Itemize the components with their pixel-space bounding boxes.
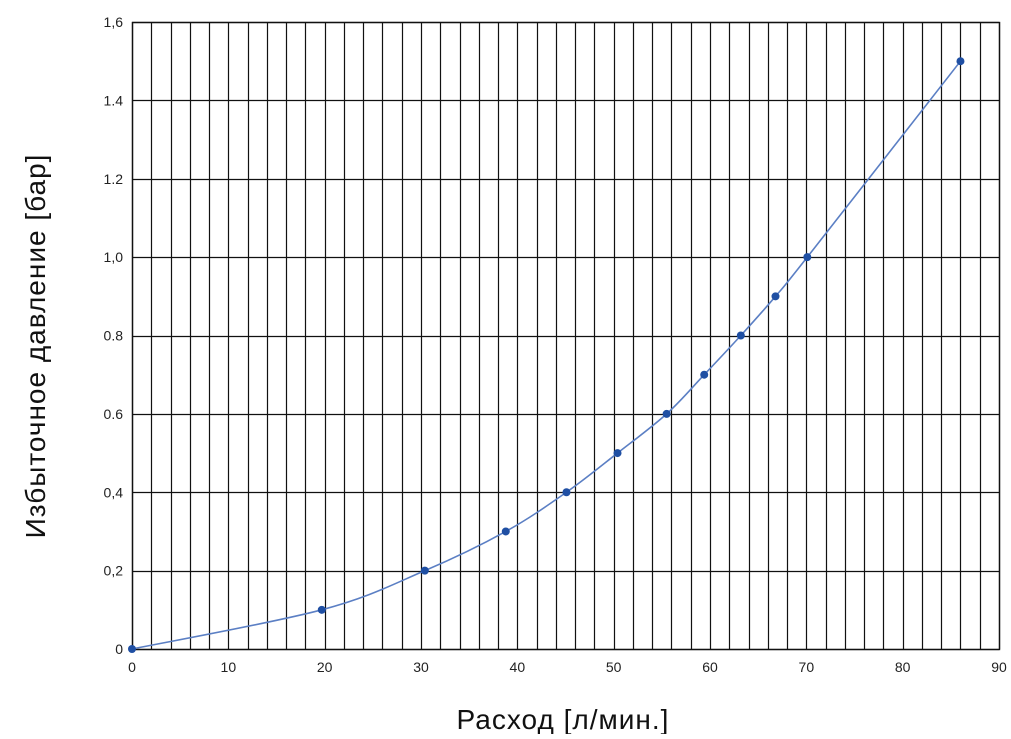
data-point — [317, 605, 326, 614]
data-point — [736, 331, 745, 340]
x-axis-title: Расход [л/мин.] — [457, 704, 670, 734]
y-tick-label: 1,0 — [104, 249, 124, 265]
x-tick-labels: 0 10 20 30 40 50 60 70 80 90 — [128, 659, 1007, 675]
data-point — [803, 253, 812, 262]
y-tick-label: 0 — [115, 641, 123, 657]
y-tick-label: 1.2 — [104, 171, 124, 187]
data-point — [700, 370, 709, 379]
x-tick-label: 0 — [128, 659, 136, 675]
plot-frame — [131, 21, 1001, 651]
y-tick-label: 0.6 — [104, 406, 124, 422]
y-tick-label: 0,2 — [104, 563, 124, 579]
y-tick-label: 0,4 — [104, 484, 124, 500]
x-tick-label: 20 — [317, 659, 333, 675]
data-point — [420, 566, 429, 575]
x-tick-label: 90 — [991, 659, 1007, 675]
y-axis-title: Избыточное давление [бар] — [20, 154, 51, 539]
x-tick-label: 60 — [702, 659, 718, 675]
x-tick-label: 80 — [895, 659, 911, 675]
y-tick-labels: 0 0,2 0,4 0.6 0.8 1,0 1.2 1.4 1,6 — [104, 14, 124, 657]
x-tick-label: 40 — [510, 659, 526, 675]
data-point — [662, 409, 671, 418]
x-tick-label: 50 — [606, 659, 622, 675]
x-tick-label: 70 — [799, 659, 815, 675]
y-tick-label: 1.4 — [104, 92, 124, 108]
data-point — [501, 527, 510, 536]
data-point — [128, 645, 136, 653]
data-point — [771, 292, 780, 301]
y-tick-label: 0.8 — [104, 328, 124, 344]
data-point — [562, 488, 571, 497]
y-tick-label: 1,6 — [104, 14, 124, 30]
x-tick-label: 30 — [413, 659, 429, 675]
x-tick-label: 10 — [221, 659, 237, 675]
data-point — [613, 449, 622, 458]
series-line — [131, 60, 962, 650]
grid — [131, 21, 1001, 651]
series — [128, 57, 965, 653]
data-point — [956, 57, 965, 66]
